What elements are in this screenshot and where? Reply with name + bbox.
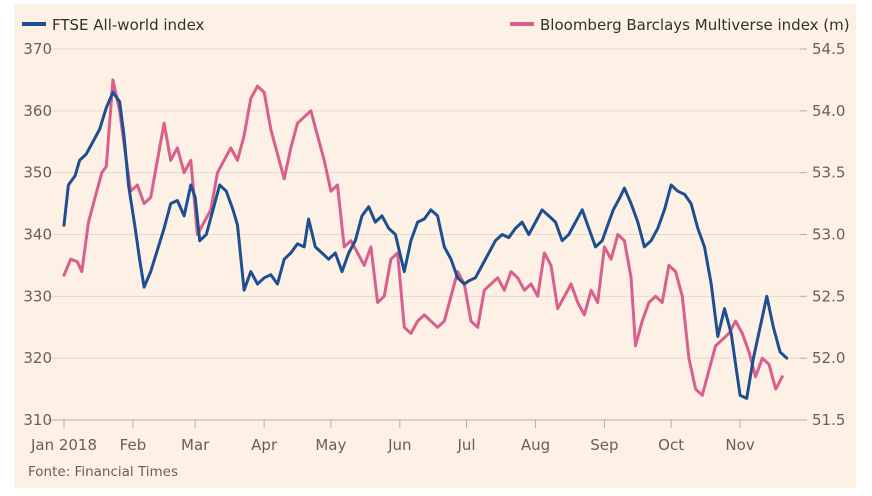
right-tick-label: 54.0 [812,102,845,120]
x-tick-label: Nov [725,436,754,454]
x-axis-ticks: Jan 2018 Feb Mar Apr May Jun Jul Aug Sep Oct Nov [30,420,755,454]
x-tick-label: Jun [387,436,411,454]
ftse-series-line [62,90,789,400]
x-tick-label: Apr [251,436,278,454]
chart-panel: 310 320 330 340 350 360 370 51.5 52.0 52.5 53.0 53… [14,4,856,488]
right-tick-label: 52.0 [812,349,845,367]
line-chart: 310 320 330 340 350 360 370 51.5 52.0 52.5 53.0 53… [22,16,850,480]
x-tick-label: Mar [181,436,210,454]
left-tick-label: 320 [23,349,52,367]
x-tick-label: Jan 2018 [30,436,97,454]
right-tick-label: 53.5 [812,164,845,182]
left-tick-label: 350 [23,164,52,182]
x-tick-label: Aug [521,436,550,454]
x-tick-label: Oct [658,436,684,454]
x-tick-label: Feb [120,436,147,454]
right-tick-label: 54.5 [812,40,845,58]
left-tick-label: 330 [23,287,52,305]
x-tick-label: Jul [456,436,475,454]
right-tick-label: 52.5 [812,287,845,305]
x-tick-label: Sep [590,436,618,454]
legend: FTSE All-world index Bloomberg Barclays … [22,16,850,34]
legend-label-bloomberg: Bloomberg Barclays Multiverse index (m) [540,16,850,34]
legend-label-ftse: FTSE All-world index [52,16,205,34]
bloomberg-series-line [62,78,784,397]
left-axis-ticks: 310 320 330 340 350 360 370 [23,40,52,429]
right-tick-label: 51.5 [812,411,845,429]
left-tick-label: 340 [23,226,52,244]
x-tick-label: May [315,436,346,454]
gridlines [48,48,804,421]
left-tick-label: 310 [23,411,52,429]
left-tick-label: 370 [23,40,52,58]
series-lines [62,78,789,400]
right-tick-label: 53.0 [812,226,845,244]
right-axis-ticks: 51.5 52.0 52.5 53.0 53.5 54.0 54.5 [800,40,845,429]
source-note: Fonte: Financial Times [28,464,178,480]
left-tick-label: 360 [23,102,52,120]
